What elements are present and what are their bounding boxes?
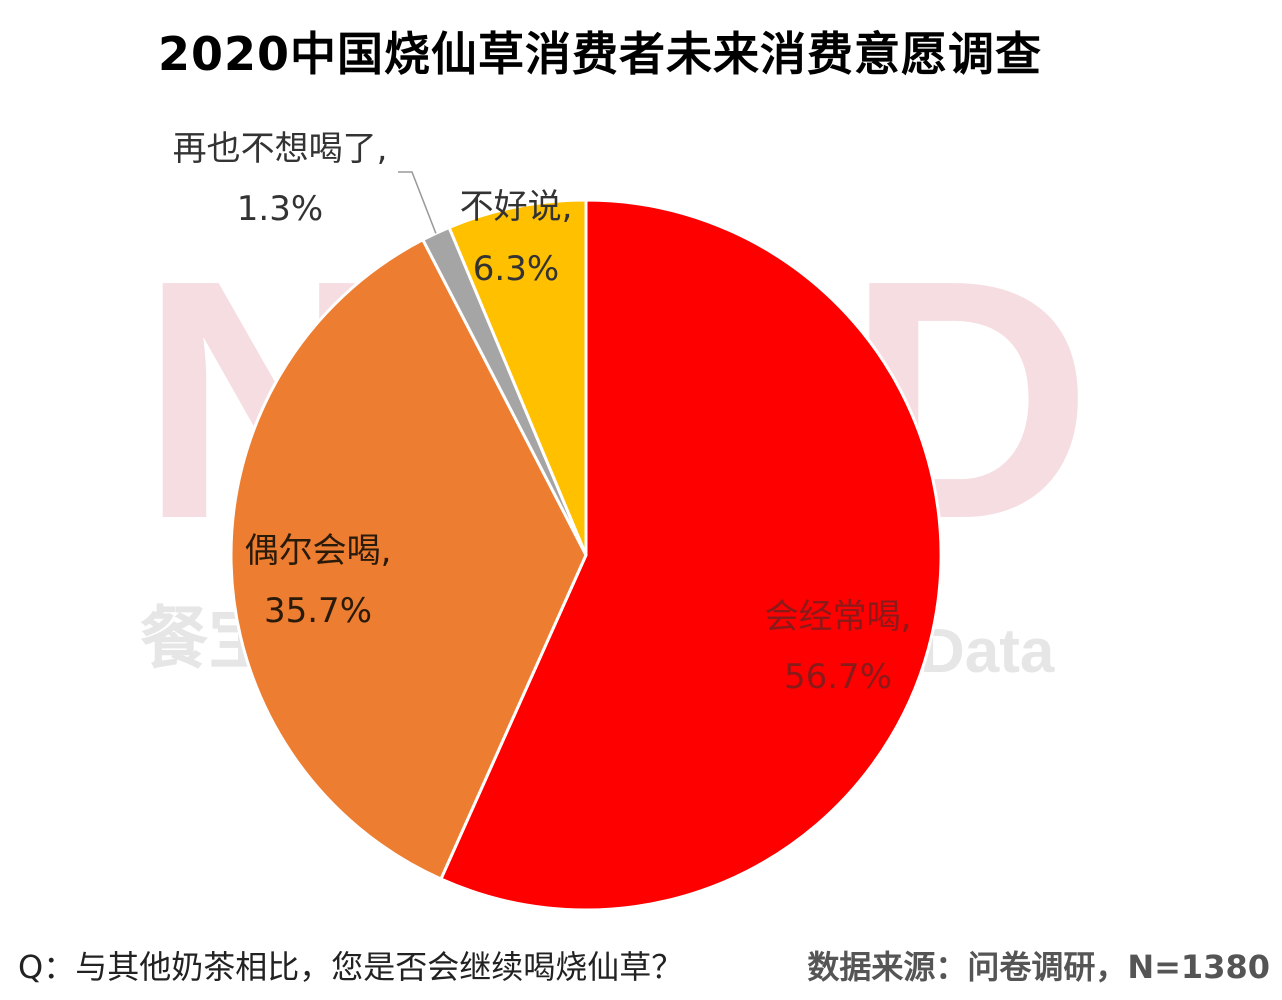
slice-name-label: 会经常喝, (765, 597, 912, 637)
label-leader-line (398, 171, 437, 234)
pie-slice (447, 198, 588, 556)
slice-value-label: 1.3% (237, 189, 323, 229)
data-source: 数据来源：问卷调研，N=1380 (807, 948, 1270, 986)
slice-name-label: 不好说, (460, 187, 573, 227)
slice-value-label: 6.3% (473, 249, 559, 289)
slice-value-label: 35.7% (264, 591, 372, 631)
slice-name-label: 偶尔会喝, (245, 531, 392, 571)
survey-question: Q：与其他奶茶相比，您是否会继续喝烧仙草？ (18, 948, 684, 986)
pie-slice (438, 198, 943, 912)
slice-name-label: 再也不想喝了, (173, 129, 388, 169)
chart-title: 2020中国烧仙草消费者未来消费意愿调查 (157, 27, 1043, 81)
pie-slice (229, 237, 588, 881)
slice-value-label: 56.7% (784, 657, 892, 697)
